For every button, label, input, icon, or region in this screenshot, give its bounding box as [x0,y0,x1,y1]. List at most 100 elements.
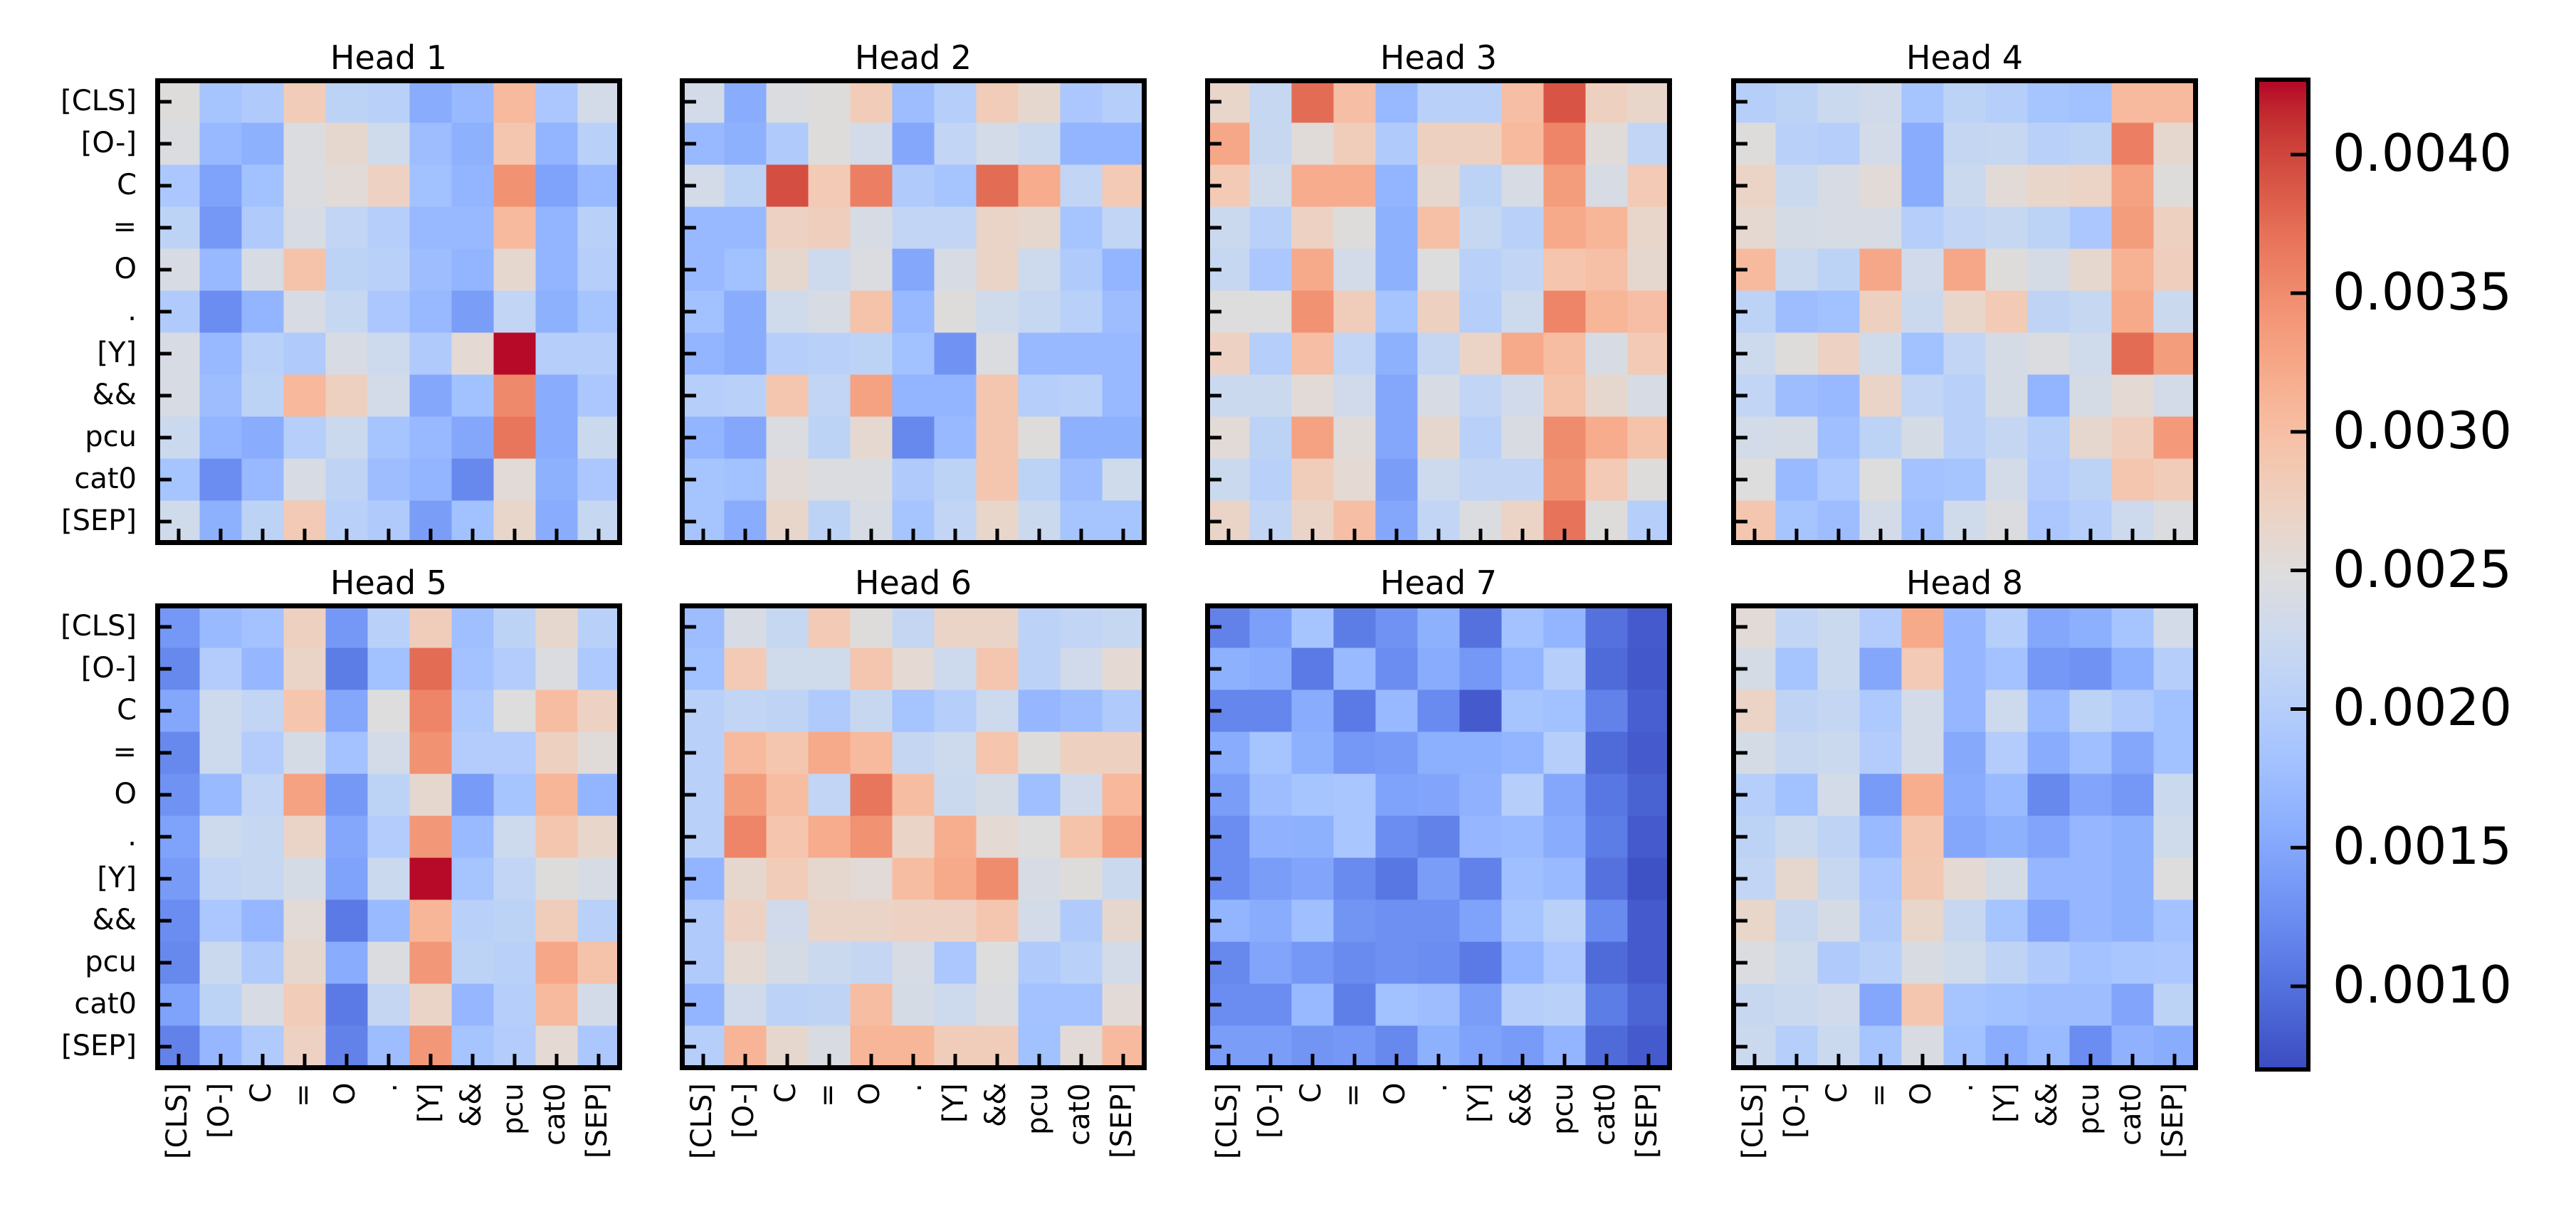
heatmap-cell [577,332,621,376]
heatmap-cell [976,606,1019,649]
heatmap-cell [1291,773,1335,817]
heatmap-cell [1102,374,1145,418]
heatmap-cell [1291,899,1335,943]
heatmap-cell [1375,648,1419,691]
y-tick-label: = [112,736,137,768]
heatmap-cell [934,731,977,775]
heatmap-cell [1060,731,1103,775]
heatmap-cell [1291,648,1335,691]
heatmap-cell [1943,941,1987,985]
heatmap-cell [1985,80,2029,124]
heatmap-cell [1018,983,1061,1027]
heatmap-cell [850,689,893,733]
heatmap-cell [892,332,935,376]
heatmap-cell [1102,773,1145,817]
heatmap-cell [1985,731,2029,775]
heatmap-cell [1585,773,1629,817]
heatmap-cell [2153,857,2197,901]
heatmap-cell [577,941,621,985]
heatmap-cell [1417,731,1461,775]
heatmap-cell [2111,648,2155,691]
heatmap-cell [2069,941,2113,985]
heatmap-cell [241,122,285,166]
heatmap-cell [892,164,935,208]
heatmap-cell [241,164,285,208]
heatmap-cell [892,815,935,859]
heatmap-cell [1291,983,1335,1027]
heatmap-cell [808,983,851,1027]
heatmap-cell [367,80,411,124]
heatmap-cell [451,606,495,649]
heatmap-cell [1060,689,1103,733]
x-tick-label: O [1905,1082,1938,1105]
heatmap-cell [283,606,327,649]
x-tick-label: [O-] [1253,1082,1286,1138]
heatmap-cell [724,290,767,334]
heatmap-cell [451,80,495,124]
x-tick-label: cat0 [1063,1083,1096,1146]
heatmap-cell [2111,689,2155,733]
heatmap-cell [766,290,809,334]
heatmap-cell [493,731,537,775]
heatmap-cell [1018,416,1061,460]
heatmap-cell [1627,332,1671,376]
heatmap-cell [1375,206,1419,250]
heatmap-cell [2027,773,2071,817]
heatmap-cell [892,248,935,292]
heatmap-cell [766,122,809,166]
heatmap-cell [451,773,495,817]
heatmap-cell [1333,941,1377,985]
heatmap-cell [1060,80,1103,124]
heatmap-cell [1102,80,1145,124]
heatmap-panel-head-2 [680,78,1147,545]
heatmap-cell [1501,206,1545,250]
heatmap-cell [1102,122,1145,166]
heatmap-cell [1943,458,1987,502]
heatmap-cell [934,290,977,334]
heatmap-cell [1543,648,1587,691]
heatmap-cell [1018,857,1061,901]
heatmap-cell [1459,206,1503,250]
heatmap-cell [724,857,767,901]
heatmap-cell [1901,689,1945,733]
heatmap-cell [241,941,285,985]
heatmap-cell [850,857,893,901]
heatmap-cell [1102,164,1145,208]
heatmap-cell [1102,248,1145,292]
heatmap-cell [1943,290,1987,334]
heatmap-cell [976,122,1019,166]
x-tick-label: [SEP] [2157,1083,2189,1158]
heatmap-cell [850,815,893,859]
heatmap-cell [535,206,579,250]
heatmap-cell [724,122,767,166]
heatmap-cell [1459,122,1503,166]
heatmap-cell [1943,648,1987,691]
heatmap-cell [850,374,893,418]
heatmap-panel-head-6 [680,603,1147,1070]
heatmap-cell [1943,122,1987,166]
heatmap-cell [808,164,851,208]
heatmap-cell [1543,857,1587,901]
heatmap-cell [934,773,977,817]
heatmap-cell [493,290,537,334]
heatmap-cell [1375,416,1419,460]
heatmap-cell [325,899,369,943]
heatmap-cell [1817,458,1861,502]
heatmap-cell [2111,332,2155,376]
heatmap-cell [199,731,243,775]
heatmap-cell [1060,648,1103,691]
heatmap-cell [766,731,809,775]
heatmap-cell [451,983,495,1027]
heatmap-cell [892,290,935,334]
heatmap-cell [1291,606,1335,649]
heatmap-cell [409,332,453,376]
heatmap-cell [892,206,935,250]
heatmap-cell [1417,290,1461,334]
heatmap-cell [577,773,621,817]
heatmap-cell [1375,332,1419,376]
heatmap-cell [451,731,495,775]
x-tick-label: [SEP] [1105,1083,1138,1158]
heatmap-cell [283,458,327,502]
heatmap-cell [766,606,809,649]
heatmap-cell [1901,899,1945,943]
